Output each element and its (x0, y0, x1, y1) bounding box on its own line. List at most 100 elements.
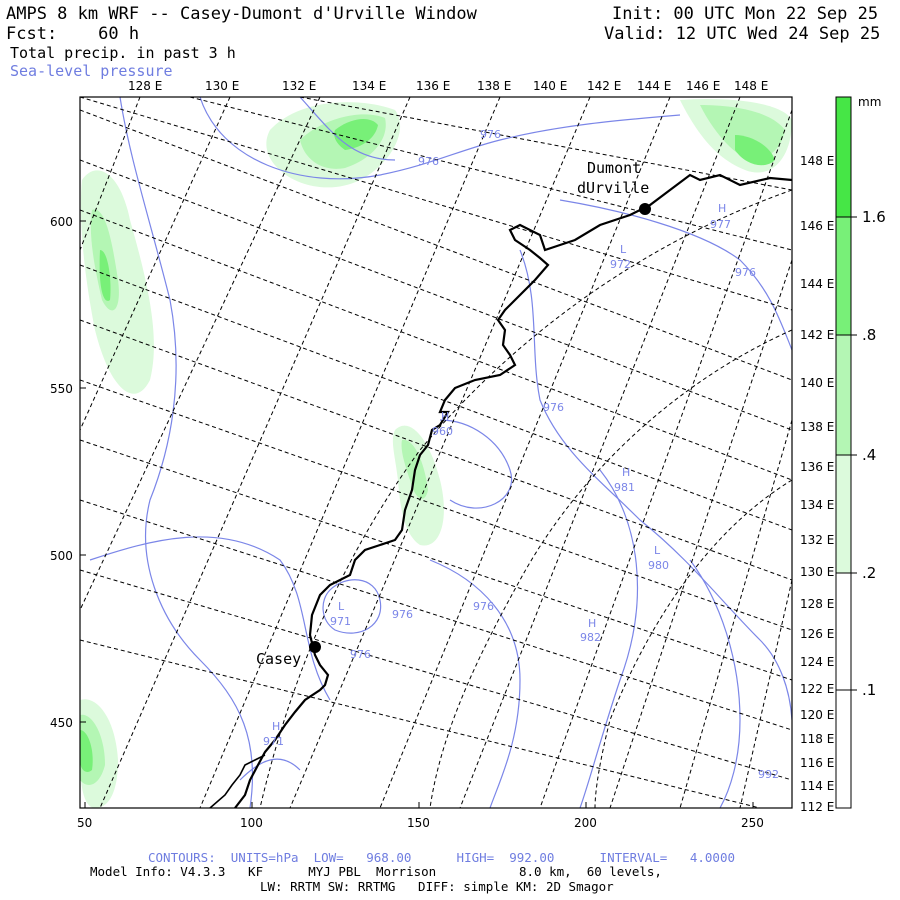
contour-label: 971 (263, 735, 284, 748)
overlay-label: Sea-level pressure (10, 62, 173, 80)
contour-label: 980 (648, 559, 669, 572)
station-label-dumont-1: Dumont (587, 159, 641, 177)
station-marker-casey (309, 641, 321, 653)
colorbar-label: 1.6 (862, 208, 886, 226)
colorbar-label: .4 (862, 446, 876, 464)
top-lon-label: 128 E (128, 79, 162, 93)
right-lon-label: 116 E (800, 756, 834, 770)
contour-label: 992 (758, 768, 779, 781)
valid-time: Valid: 12 UTC Wed 24 Sep 25 (604, 24, 881, 44)
coastline (234, 173, 792, 808)
contour-label: 976 (543, 401, 564, 414)
top-lon-label: 132 E (282, 79, 316, 93)
right-lon-label: 148 E (800, 154, 834, 168)
contour-label: 976 (735, 266, 756, 279)
station-label-casey: Casey (256, 650, 301, 668)
top-lon-label: 148 E (734, 79, 768, 93)
colorbar-swatch (836, 217, 851, 335)
top-lon-label: 130 E (205, 79, 239, 93)
y-tick-label: 550 (50, 382, 73, 396)
physics-info: LW: RRTM SW: RRTMG DIFF: simple KM: 2D S… (260, 879, 614, 894)
colorbar-label: .1 (862, 681, 876, 699)
top-lon-label: 146 E (686, 79, 720, 93)
colorbar-swatch (836, 97, 851, 217)
x-tick-label: 250 (741, 816, 764, 830)
right-lon-label: 124 E (800, 655, 834, 669)
colorbar-swatch (836, 335, 851, 455)
right-lon-label: 120 E (800, 708, 834, 722)
map-title: AMPS 8 km WRF -- Casey-Dumont d'Urville … (6, 4, 477, 24)
right-lon-label: 138 E (800, 420, 834, 434)
station-marker-dumont (639, 203, 651, 215)
right-lon-label: 132 E (800, 533, 834, 547)
y-tick-label: 600 (50, 215, 73, 229)
right-lon-label: 130 E (800, 565, 834, 579)
colorbar-label: .2 (862, 564, 876, 582)
right-lon-label: 144 E (800, 277, 834, 291)
contour-label: 972 (610, 258, 631, 271)
x-tick-label: 50 (77, 816, 92, 830)
ice-edge (209, 754, 266, 808)
pressure-center: H (441, 410, 449, 423)
right-lon-label: 118 E (800, 732, 834, 746)
contour-labels: 976 976 977 972 976 960 976 981 980 976 … (263, 128, 779, 781)
contour-label: 976 (473, 600, 494, 613)
contour-label: 977 (710, 218, 731, 231)
right-lon-label: 142 E (800, 328, 834, 342)
contour-label: 981 (614, 481, 635, 494)
pressure-center: H (272, 720, 280, 733)
contour-label: 976 (480, 128, 501, 141)
top-lon-axis: 128 E 130 E 132 E 134 E 136 E 138 E 140 … (128, 79, 768, 93)
contour-label: 960 (432, 425, 453, 438)
top-lon-label: 140 E (533, 79, 567, 93)
y-tick-label: 500 (50, 549, 73, 563)
map-frame (79, 96, 793, 809)
right-lon-label: 146 E (800, 219, 834, 233)
pressure-center: L (620, 243, 627, 256)
top-lon-label: 136 E (416, 79, 450, 93)
top-lon-label: 134 E (352, 79, 386, 93)
colorbar-swatch (836, 455, 851, 573)
right-lon-label: 140 E (800, 376, 834, 390)
x-tick-label: 200 (574, 816, 597, 830)
contour-label: 971 (330, 615, 351, 628)
right-lon-axis: 148 E 146 E 144 E 142 E 140 E 138 E 136 … (800, 154, 834, 814)
top-lon-label: 144 E (637, 79, 671, 93)
field-label: Total precip. in past 3 h (10, 44, 236, 62)
bottom-x-axis: 50 100 150 200 250 (77, 802, 764, 830)
top-lon-label: 138 E (477, 79, 511, 93)
pressure-center: H (718, 202, 726, 215)
pressure-contours (89, 97, 792, 808)
pressure-center: H (622, 466, 630, 479)
pressure-center: L (654, 544, 661, 557)
colorbar-label: .8 (862, 326, 876, 344)
station-label-dumont-2: dUrville (577, 179, 649, 197)
forecast-hour: Fcst: 60 h (6, 24, 140, 44)
colorbar-unit: mm (858, 95, 881, 109)
contour-label: 976 (418, 155, 439, 168)
right-lon-label: 134 E (800, 498, 834, 512)
pressure-center: H (588, 617, 596, 630)
map-area (80, 97, 792, 808)
pressure-center: L (338, 600, 345, 613)
latlon-grid (80, 97, 792, 808)
x-tick-label: 150 (407, 816, 430, 830)
contour-info: CONTOURS: UNITS=hPa LOW= 968.00 HIGH= 99… (148, 850, 735, 865)
right-lon-label: 136 E (800, 460, 834, 474)
right-lon-label: 122 E (800, 682, 834, 696)
left-y-axis: 600 550 500 450 (50, 215, 86, 730)
init-time: Init: 00 UTC Mon 22 Sep 25 (612, 4, 879, 24)
contour-label: 976 (392, 608, 413, 621)
contour-label: 982 (580, 631, 601, 644)
top-lon-label: 142 E (587, 79, 621, 93)
right-lon-label: 126 E (800, 627, 834, 641)
colorbar: mm 1.6 .8 .4 .2 .1 (835, 95, 886, 809)
precip-shading (80, 99, 792, 808)
right-lon-label: 128 E (800, 597, 834, 611)
right-lon-label: 112 E (800, 800, 834, 814)
right-lon-label: 114 E (800, 779, 834, 793)
x-tick-label: 100 (240, 816, 263, 830)
contour-label: 976 (350, 648, 371, 661)
model-info: Model Info: V4.3.3 KF MYJ PBL Morrison 8… (90, 864, 662, 879)
